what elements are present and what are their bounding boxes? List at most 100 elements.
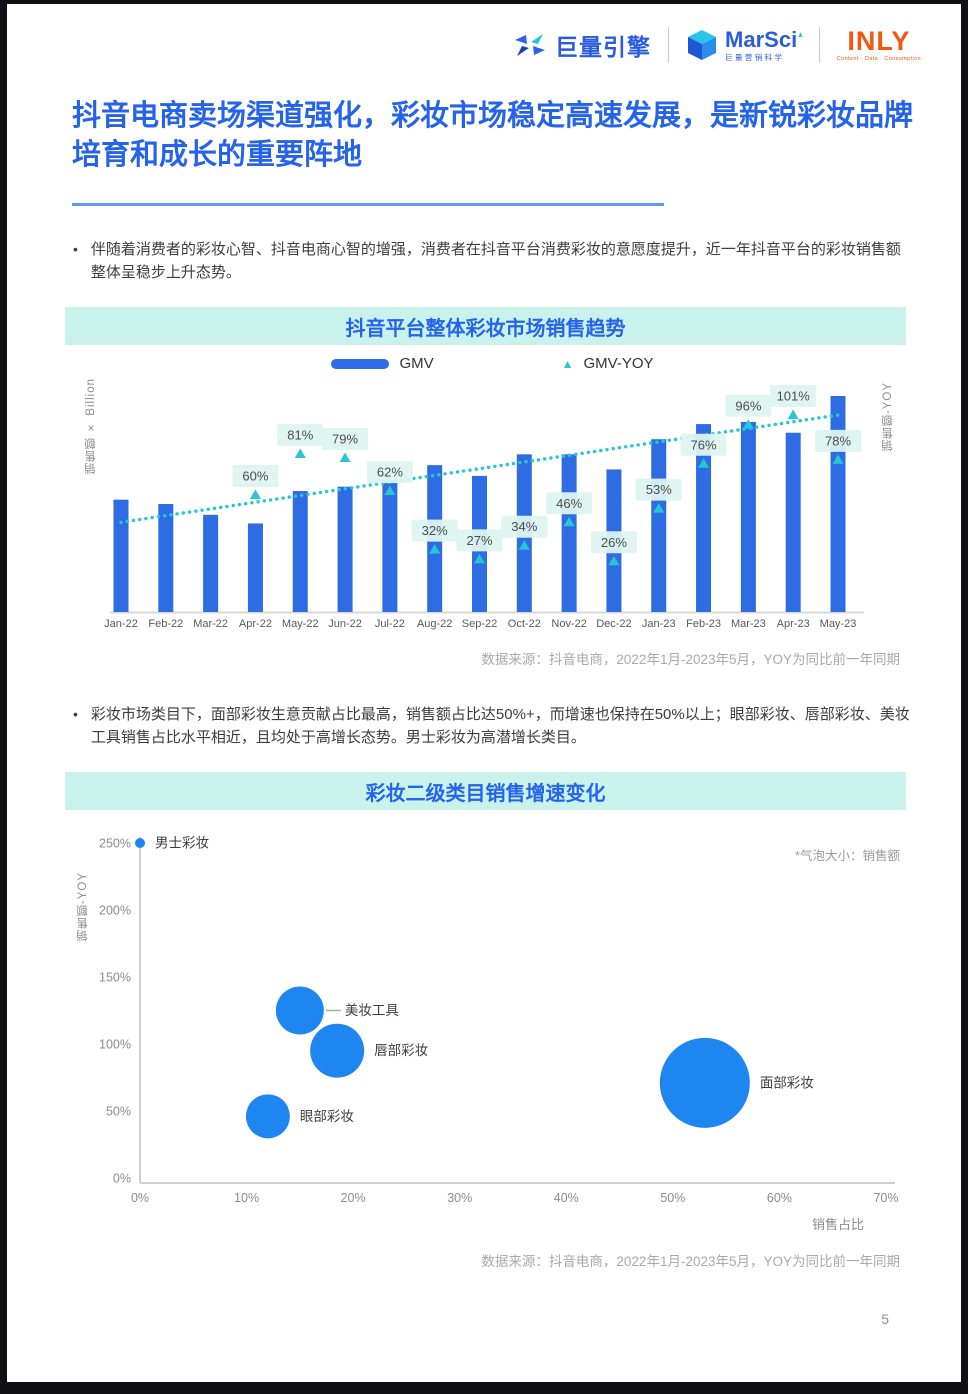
bullet-item: • 伴随着消费者的彩妆心智、抖音电商心智的增强，消费者在抖音平台消费彩妆的意愿度…	[73, 238, 911, 284]
gmv-bar	[561, 454, 577, 612]
yoy-label: 32%	[422, 523, 448, 538]
yoy-label-chip	[590, 531, 637, 554]
gmv-bar	[785, 432, 801, 612]
yoy-marker	[742, 419, 754, 429]
x-tick-label: 50%	[660, 1191, 685, 1205]
yoy-label-chip	[232, 465, 279, 487]
bullet-marker: •	[73, 241, 78, 257]
yoy-label: 27%	[466, 533, 492, 548]
yoy-marker	[249, 489, 261, 499]
y-tick-label: 250%	[99, 837, 131, 851]
category-bubble	[245, 1094, 290, 1139]
gmv-bar	[740, 421, 756, 612]
yoy-label-chip	[366, 461, 413, 484]
month-label: Apr-22	[239, 618, 272, 630]
bullet-text: 伴随着消费者的彩妆心智、抖音电商心智的增强，消费者在抖音平台消费彩妆的意愿度提升…	[90, 241, 901, 281]
marsci-logo-subtext: 巨量营销科学	[725, 52, 785, 62]
category-bubble	[275, 986, 324, 1035]
yoy-label: 53%	[646, 482, 672, 497]
yoy-label-chip	[501, 515, 548, 538]
inly-logo: INLY Content · Data · Consumption	[836, 25, 921, 63]
gmv-bar	[158, 504, 174, 612]
yoy-label: 62%	[377, 465, 403, 480]
yoy-marker	[384, 485, 396, 496]
yoy-triangle-icon: ▲	[561, 356, 574, 371]
chart2-source: 数据来源：抖音电商，2022年1月-2023年5月，YOY为同比前一年同期	[481, 1254, 900, 1269]
inly-logo-text: INLY	[847, 25, 911, 56]
yoy-marker	[294, 448, 306, 459]
yoy-marker	[429, 544, 441, 554]
x-tick-label: 40%	[554, 1191, 579, 1205]
month-label: Mar-23	[731, 618, 766, 630]
y-tick-label: 50%	[106, 1105, 131, 1119]
gmv-bar	[382, 480, 398, 612]
y-tick-label: 100%	[99, 1038, 131, 1052]
category-bubble	[135, 838, 145, 848]
yoy-label-chip	[411, 519, 458, 542]
marsci-logo-text: MarSci	[725, 26, 798, 52]
bubble-label: 男士彩妆	[155, 836, 209, 851]
month-label: Apr-23	[777, 618, 810, 630]
yoy-label: 78%	[825, 433, 851, 448]
month-label: Jul-22	[375, 618, 405, 630]
yoy-marker	[474, 553, 485, 564]
bullet-item: • 彩妆市场类目下，面部彩妆生意贡献占比最高，销售额占比达50%+，而增速也保持…	[73, 703, 911, 749]
header-logos: 巨量引擎 MarSci▴ 巨量营销科学 INLY Content · Data …	[512, 18, 921, 72]
x-tick-label: 30%	[447, 1191, 472, 1205]
month-label: Mar-22	[193, 618, 228, 630]
yoy-marker	[698, 458, 710, 468]
marsci-cube-icon	[688, 30, 717, 60]
gmv-bar	[337, 486, 353, 612]
yoy-label-chip	[456, 529, 503, 552]
bubble-label: 美妆工具	[345, 1003, 399, 1018]
month-label: Jun-22	[328, 618, 362, 630]
x-tick-label: 10%	[234, 1191, 259, 1205]
y-tick-label: 0%	[113, 1172, 131, 1186]
bubble-size-note: *气泡大小：销售额	[795, 849, 900, 863]
yoy-marker	[563, 516, 575, 527]
oceanengine-pinwheel-icon	[515, 34, 546, 56]
yoy-marker	[339, 452, 351, 462]
yoy-label-chip	[635, 478, 682, 501]
yoy-label: 76%	[691, 437, 717, 452]
category-bubble	[659, 1037, 750, 1128]
yoy-label: 60%	[242, 469, 268, 484]
chart1-legend: GMV ▲ GMV-YOY	[72, 355, 913, 372]
gmv-bar	[247, 523, 263, 612]
logo-divider	[818, 27, 820, 63]
page-number: 5	[881, 1311, 889, 1327]
bullet-text: 彩妆市场类目下，面部彩妆生意贡献占比最高，销售额占比达50%+，而增速也保持在5…	[90, 706, 910, 746]
yoy-marker	[832, 454, 844, 464]
month-label: Nov-22	[551, 618, 586, 630]
yoy-label-chip	[680, 433, 727, 456]
oceanengine-logo-text: 巨量引擎	[555, 34, 652, 60]
legend-label: GMV	[399, 355, 434, 372]
yoy-label: 34%	[511, 519, 537, 534]
month-label: Oct-22	[508, 618, 541, 630]
yoy-label-chip	[322, 427, 369, 450]
yoy-label: 81%	[287, 428, 313, 443]
marsci-logo: MarSci▴ 巨量营销科学	[686, 26, 803, 63]
bubble-label: 眼部彩妆	[300, 1109, 354, 1124]
gmv-bar-swatch	[331, 358, 390, 369]
x-tick-label: 0%	[131, 1191, 149, 1205]
slide-page: 巨量引擎 MarSci▴ 巨量营销科学 INLY Content · Data …	[7, 4, 961, 1382]
logo-divider	[668, 27, 670, 63]
month-label: May-22	[282, 618, 319, 630]
yoy-marker	[787, 409, 799, 420]
inly-logo-subtext: Content · Data · Consumption	[836, 55, 921, 62]
bubble-label: 面部彩妆	[760, 1075, 814, 1090]
y-tick-label: 200%	[99, 904, 131, 918]
sales-trend-chart: 60% 81% 79% 62% 32% 27% 34% 46% 26% 53% 76% 96% 101%…	[104, 385, 864, 630]
month-label: May-23	[820, 618, 857, 630]
yoy-marker	[518, 540, 530, 550]
gmv-bar	[292, 491, 308, 612]
yoy-label-chip	[546, 492, 593, 515]
title-underline	[72, 203, 664, 206]
yoy-label: 46%	[556, 496, 582, 511]
x-tick-label: 20%	[341, 1191, 366, 1205]
bubble-chart: 0% 50% 100% 150% 200% 250% 0% 10% 20% 30% 40% 50% 60…	[99, 836, 898, 1206]
yoy-marker	[608, 555, 620, 566]
legend-item-gmv-yoy: ▲ GMV-YOY	[562, 355, 654, 372]
gmv-bar	[203, 514, 219, 612]
